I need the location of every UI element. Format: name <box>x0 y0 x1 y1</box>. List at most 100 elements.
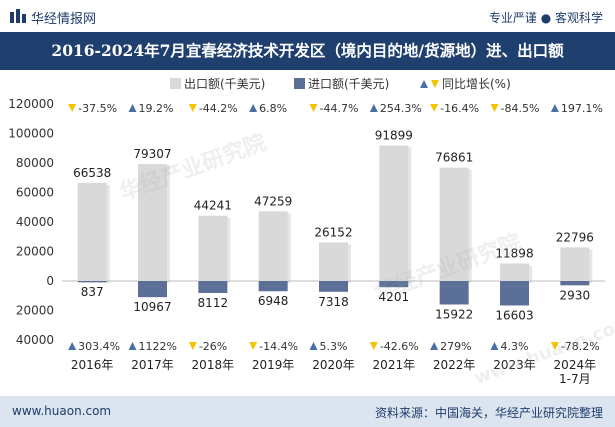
import-bar <box>77 281 107 283</box>
export-growth-label: -44.2% <box>199 102 238 115</box>
chart: 出口额(千美元) 进口额(千美元) 同比增长(%) 120000 100000 80000… <box>8 77 605 386</box>
export-value-label: 26152 <box>314 225 352 239</box>
chart-title: 2016-2024年7月宜春经济技术开发区（境内目的地/货源地）进、出口额 <box>51 41 564 60</box>
export-bar <box>500 263 529 281</box>
x-tick-label: 2016年 <box>71 358 114 372</box>
logo-icon <box>10 9 26 23</box>
import-bar <box>198 281 228 293</box>
tagline: 专业严谨 ● 客观科学 <box>488 11 603 25</box>
y-tick-label: 80000 <box>16 156 54 170</box>
export-growth-label: -84.5% <box>501 102 540 115</box>
export-growth-up-icon <box>128 104 137 112</box>
export-growth-label: 6.8% <box>259 102 287 115</box>
export-value-label: 76861 <box>435 151 473 165</box>
x-tick-label: 2019年 <box>252 358 295 372</box>
x-tick-label: 2021年 <box>373 358 416 372</box>
export-growth-down-icon <box>430 104 439 112</box>
legend-up-icon <box>420 80 428 88</box>
export-value-label: 11898 <box>495 246 533 260</box>
import-value-label: 8112 <box>198 296 229 310</box>
title-bar: 2016-2024年7月宜春经济技术开发区（境内目的地/货源地）进、出口额 <box>0 32 615 70</box>
export-growth-label: -44.7% <box>320 102 359 115</box>
export-growth-down-icon <box>68 104 77 112</box>
export-value-label: 44241 <box>194 199 232 213</box>
export-growth-down-icon <box>188 104 197 112</box>
export-growth-down-icon <box>309 104 318 112</box>
y-tick-label: 40000 <box>16 333 54 347</box>
import-growth-down-icon <box>188 342 197 350</box>
import-value-label: 10967 <box>133 300 171 314</box>
export-bar <box>258 211 288 281</box>
import-bar <box>319 281 348 292</box>
legend-swatch-export <box>170 78 181 89</box>
import-value-label: 4201 <box>379 290 410 304</box>
y-tick-label: 40000 <box>16 215 54 229</box>
x-tick-label: 2018年 <box>192 358 235 372</box>
brand-name: 华经情报网 <box>31 12 97 27</box>
export-growth-up-icon <box>249 104 258 112</box>
import-bar <box>439 281 469 305</box>
import-growth-up-icon <box>68 342 77 350</box>
y-tick-label: 60000 <box>16 186 54 200</box>
export-bar <box>138 164 167 281</box>
import-growth-label: 5.3% <box>320 340 348 353</box>
legend-swatch-import <box>294 78 305 89</box>
top-bar: 华经情报网 专业严谨 ● 客观科学 <box>0 0 615 32</box>
import-growth-label: -26% <box>199 340 227 353</box>
import-value-label: 15922 <box>435 307 473 321</box>
x-tick-label: 2022年 <box>433 358 476 372</box>
import-bar <box>258 281 288 292</box>
import-growth-label: 279% <box>440 340 471 353</box>
x-tick-label: 2023年 <box>493 358 536 372</box>
export-bar <box>379 145 409 281</box>
export-growth-up-icon <box>369 104 378 112</box>
import-growth-label: 303.4% <box>78 340 120 353</box>
footer-source: 资料来源：中国海关，华经产业研究院整理 <box>374 406 603 420</box>
x-tick-label: 2017年 <box>131 358 174 372</box>
export-growth-label: 254.3% <box>380 102 422 115</box>
export-growth-label: 197.1% <box>561 102 603 115</box>
export-growth-down-icon <box>490 104 499 112</box>
export-bar <box>319 242 348 281</box>
x-tick-label: 2024年 1-7月 <box>554 358 597 386</box>
export-value-label: 66538 <box>73 166 111 180</box>
import-growth-up-icon <box>309 342 318 350</box>
import-growth-label: -78.2% <box>561 340 600 353</box>
import-growth-down-icon <box>369 342 378 350</box>
legend-down-icon <box>431 80 439 88</box>
import-bar <box>379 281 409 288</box>
import-growth-down-icon <box>249 342 258 350</box>
export-bar <box>439 167 469 281</box>
import-bar <box>500 281 529 306</box>
y-tick-label: 120000 <box>8 97 54 111</box>
import-growth-down-icon <box>550 342 559 350</box>
export-growth-up-icon <box>550 104 559 112</box>
export-bar <box>198 215 228 281</box>
import-growth-up-icon <box>490 342 499 350</box>
import-value-label: 6948 <box>258 294 289 308</box>
export-value-label: 91899 <box>375 128 413 142</box>
footer-website[interactable]: www.huaon.com <box>12 404 112 418</box>
export-value-label: 79307 <box>133 147 171 161</box>
export-growth-label: -16.4% <box>440 102 479 115</box>
import-value-label: 2930 <box>560 288 591 302</box>
import-bar <box>138 281 167 298</box>
export-bar <box>560 247 590 281</box>
import-growth-label: -42.6% <box>380 340 419 353</box>
export-bar <box>77 182 107 281</box>
import-value-label: 16603 <box>495 308 533 322</box>
y-tick-label: 0 <box>46 274 54 288</box>
legend-label-growth: 同比增长(%) <box>442 77 511 91</box>
import-growth-label: -14.4% <box>259 340 298 353</box>
export-value-label: 47259 <box>254 194 292 208</box>
import-value-label: 7318 <box>318 295 349 309</box>
y-tick-label: 20000 <box>16 245 54 259</box>
import-bar <box>560 281 590 286</box>
import-growth-label: 4.3% <box>501 340 529 353</box>
footer: www.huaon.com 资料来源：中国海关，华经产业研究院整理 <box>0 396 615 427</box>
legend-label-import: 进口额(千美元) <box>308 77 389 91</box>
import-growth-up-icon <box>128 342 137 350</box>
export-growth-label: -37.5% <box>78 102 117 115</box>
legend-label-export: 出口额(千美元) <box>184 77 265 91</box>
x-tick-label: 2020年 <box>312 358 355 372</box>
